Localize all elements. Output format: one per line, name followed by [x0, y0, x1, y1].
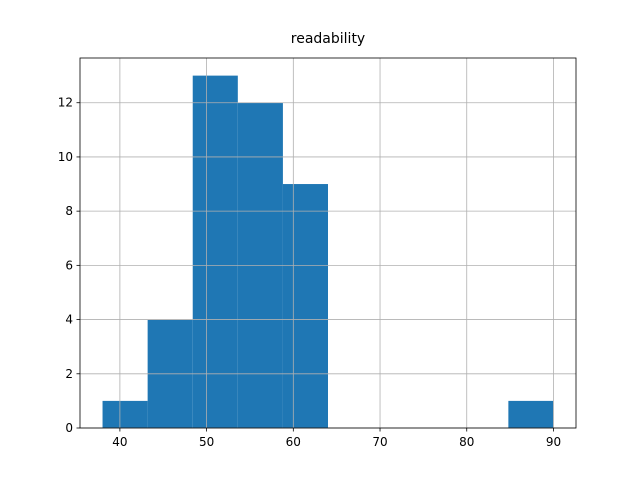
x-tick-label: 60 — [286, 435, 301, 449]
y-tick-label: 10 — [58, 150, 73, 164]
bar — [102, 400, 148, 428]
x-tick-label: 70 — [372, 435, 387, 449]
y-tick-label: 0 — [65, 421, 73, 435]
y-tick-label: 12 — [58, 96, 73, 110]
grid — [80, 58, 576, 429]
x-tick-label: 80 — [459, 435, 474, 449]
x-tick-label: 40 — [112, 435, 127, 449]
y-tick-label: 6 — [65, 258, 73, 272]
y-tick-label: 4 — [65, 313, 73, 327]
y-tick-label: 8 — [65, 204, 73, 218]
x-tick-label: 90 — [546, 435, 561, 449]
chart-title: readability — [291, 31, 365, 47]
bar — [282, 184, 328, 428]
bar — [192, 75, 238, 428]
y-tick-label: 2 — [65, 367, 73, 381]
axes-frame — [79, 57, 577, 429]
bar — [508, 400, 554, 428]
ticks: 40 50 60 70 80 90 0 2 4 6 8 10 12 — [58, 96, 561, 449]
x-tick-label: 50 — [199, 435, 214, 449]
